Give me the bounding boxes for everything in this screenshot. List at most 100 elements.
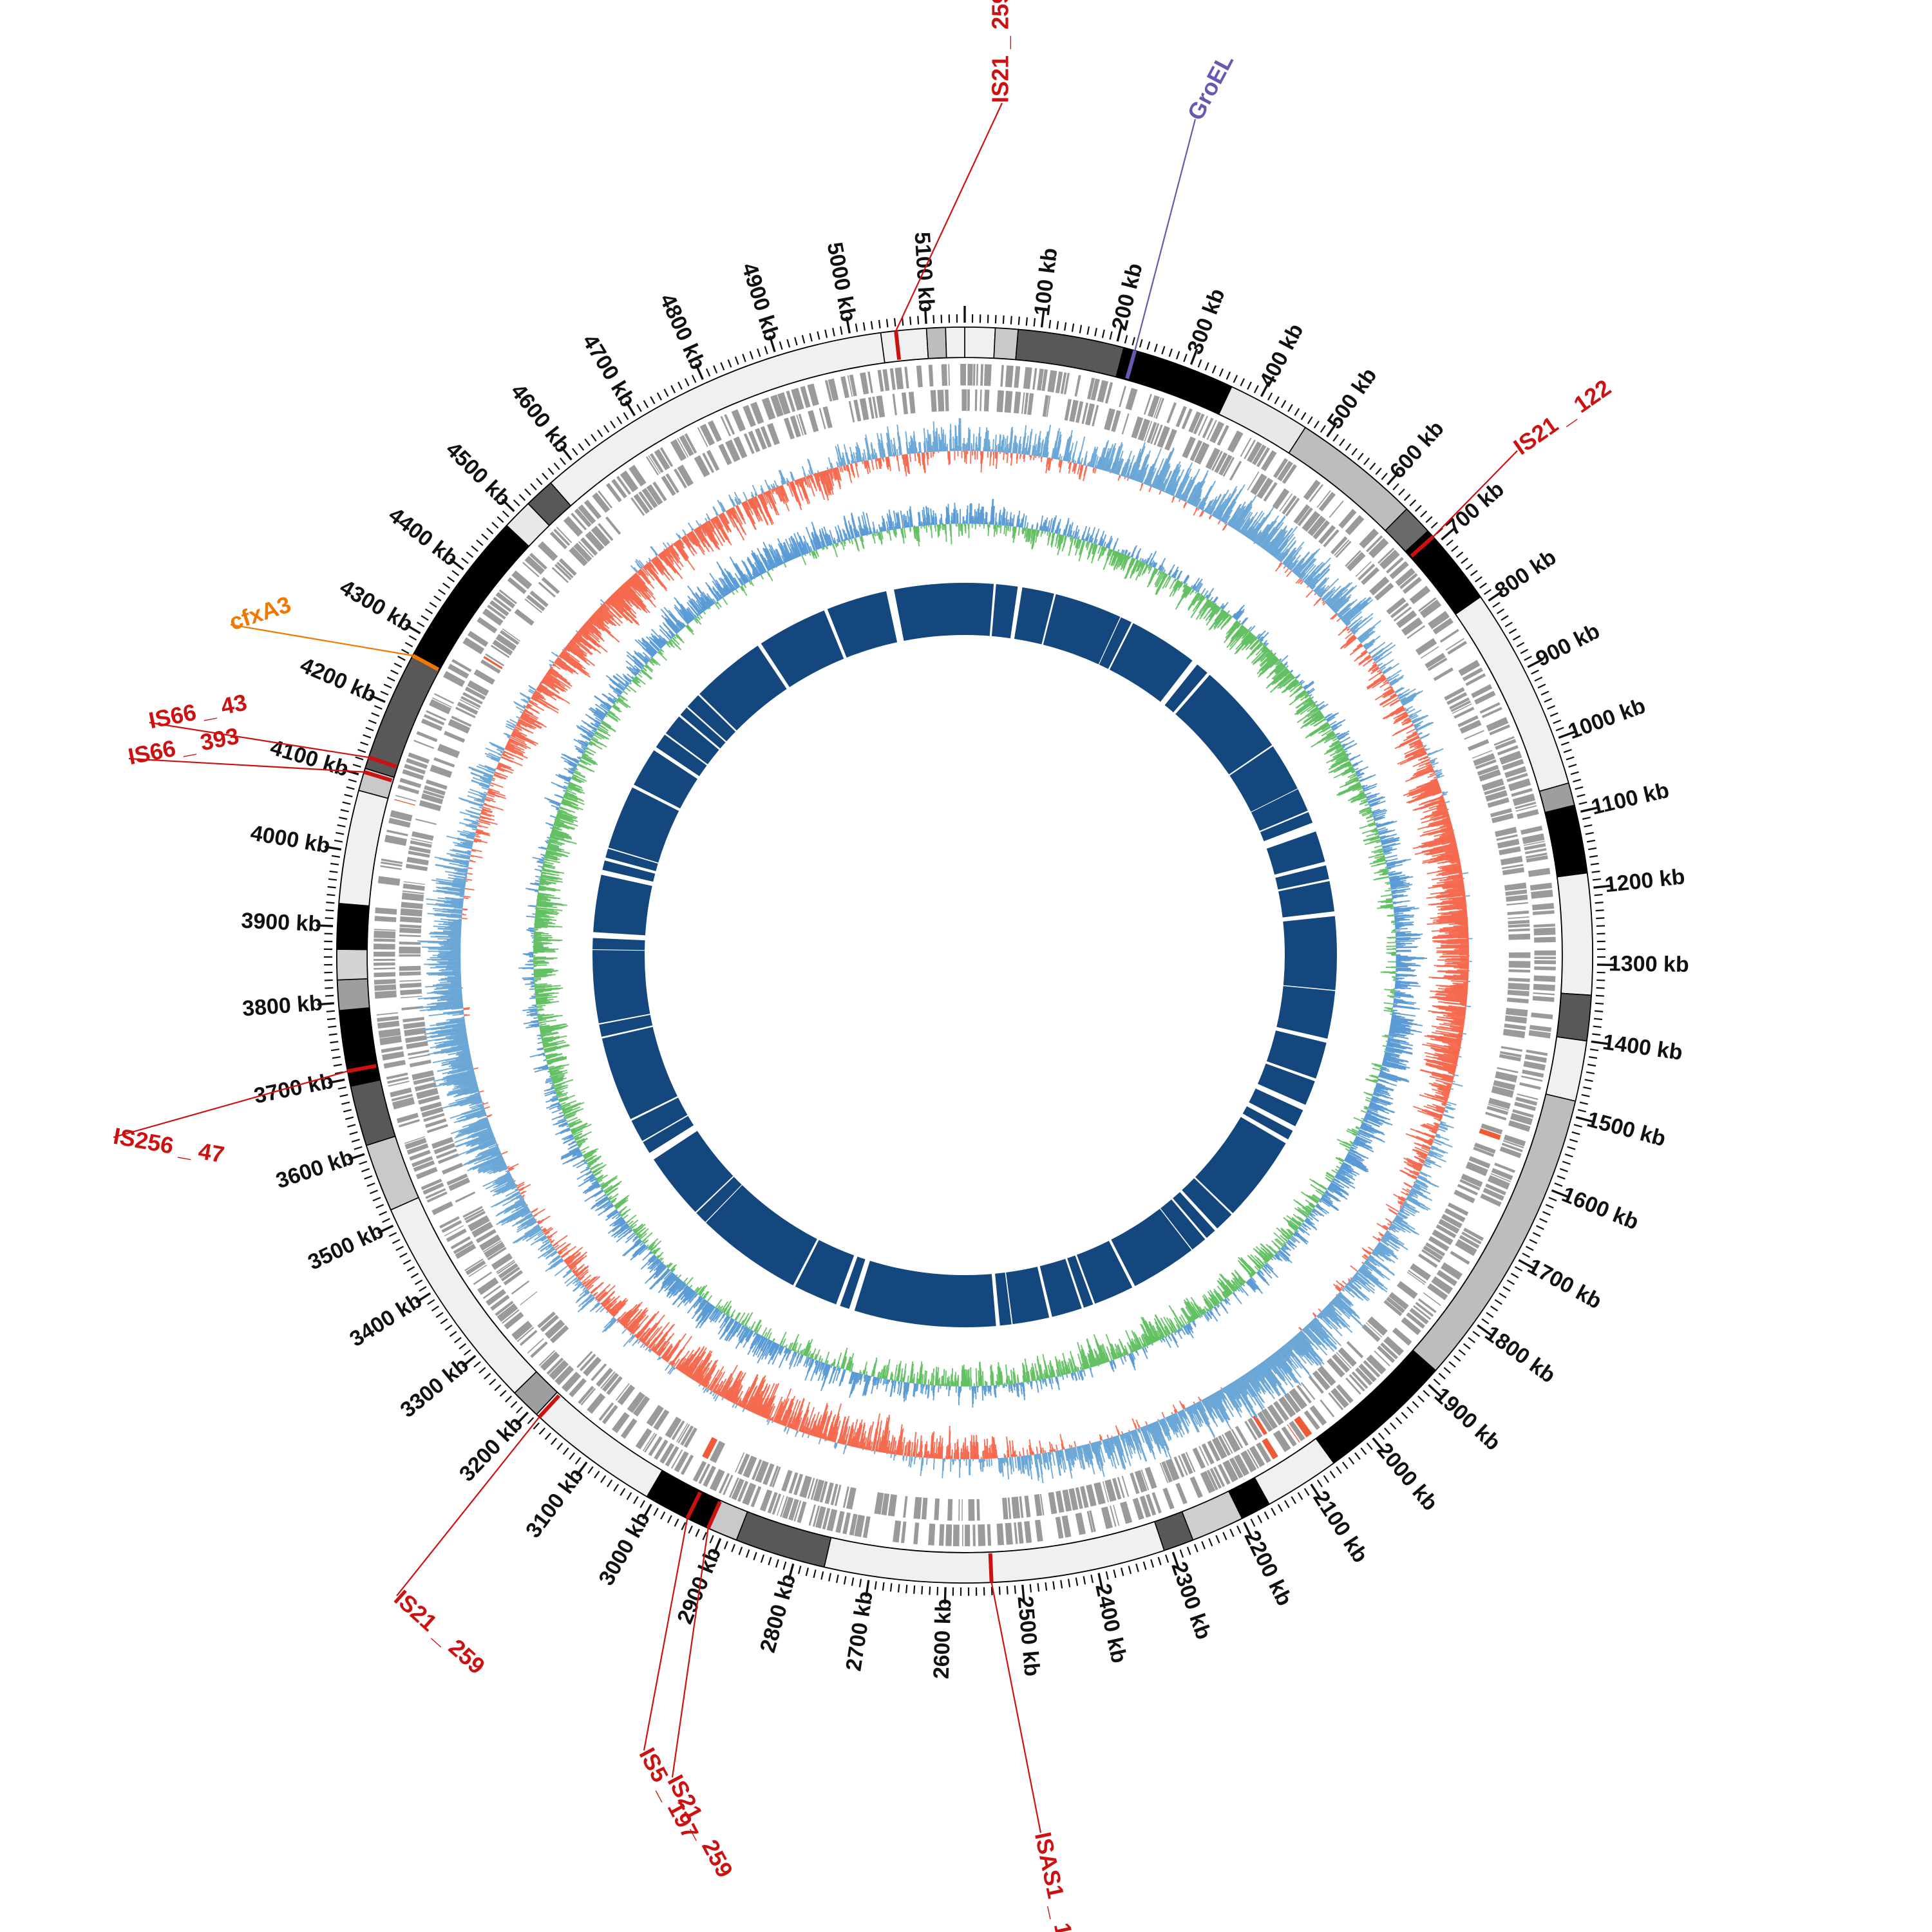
signal-negative (927, 1450, 929, 1458)
signal-negative (1077, 464, 1081, 475)
signal-positive (978, 427, 981, 451)
signal-positive (942, 1459, 944, 1479)
cds-feature (980, 389, 982, 412)
cds-feature (980, 364, 984, 386)
cds-feature (578, 504, 596, 525)
cds-feature (569, 547, 589, 567)
cds-feature (1508, 1120, 1531, 1132)
signal-positive (1056, 439, 1062, 460)
cds-feature (1293, 504, 1311, 524)
signal-positive (893, 1454, 896, 1461)
cds-feature (404, 1136, 425, 1144)
cds-feature (401, 902, 423, 909)
cds-feature (399, 971, 421, 976)
signal-negative (1313, 598, 1322, 607)
cds-feature (1097, 380, 1109, 402)
cds-feature (1379, 549, 1400, 570)
cds-feature (412, 831, 434, 841)
signal-positive (1019, 443, 1022, 454)
signal-negative (1074, 463, 1077, 474)
cds-feature (487, 604, 506, 620)
cds-feature (384, 835, 408, 846)
cds-feature (1486, 717, 1509, 732)
cds-feature (1526, 855, 1548, 863)
signal-negative (983, 1450, 985, 1459)
cds-feature (830, 1483, 838, 1506)
cds-feature (414, 1082, 437, 1092)
signal-negative (1193, 507, 1198, 516)
cds-feature (665, 1446, 679, 1467)
cds-feature (849, 1513, 858, 1536)
cds-feature (433, 1142, 456, 1155)
signal-positive (1010, 430, 1014, 453)
cds-feature (1508, 920, 1530, 925)
cds-feature (1307, 515, 1326, 536)
signal-positive (1088, 461, 1091, 467)
cds-feature (1515, 1097, 1538, 1106)
cds-feature (1524, 843, 1546, 851)
cds-feature (798, 413, 807, 435)
cds-feature (1121, 1475, 1130, 1497)
cds-feature (822, 1508, 831, 1530)
cds-feature (1062, 1489, 1072, 1512)
cds-feature (1104, 408, 1115, 431)
signal-negative (552, 1235, 568, 1247)
signal-positive (1002, 437, 1005, 453)
cds-feature (644, 1434, 658, 1453)
cds-feature (422, 790, 444, 799)
signal-negative (1058, 460, 1061, 468)
cds-feature (1408, 1269, 1426, 1283)
cds-feature (578, 541, 594, 558)
cds-feature (1533, 927, 1556, 936)
cds-feature (1401, 1317, 1421, 1336)
cds-feature (487, 1247, 507, 1261)
cds-feature (433, 757, 455, 768)
cds-feature (828, 378, 839, 401)
cds-feature (395, 795, 417, 802)
cds-feature (574, 508, 592, 527)
cds-feature (1132, 1497, 1144, 1520)
cds-feature (442, 670, 466, 687)
signal-positive (1102, 451, 1109, 471)
signal-positive (994, 435, 997, 452)
cds-feature (1406, 1271, 1425, 1285)
signal-positive (1030, 1454, 1033, 1465)
cds-feature (1060, 372, 1067, 394)
cds-feature (996, 390, 1005, 413)
cds-feature (592, 492, 611, 513)
cds-feature (578, 1385, 594, 1405)
cds-feature (406, 857, 429, 866)
signal-positive (1004, 447, 1007, 453)
cds-feature (1000, 365, 1004, 387)
cds-feature (615, 1383, 630, 1401)
cds-feature (1393, 607, 1412, 622)
cds-feature (1457, 715, 1479, 728)
cds-feature (1438, 1218, 1460, 1234)
cds-feature (406, 1143, 429, 1155)
cds-feature (437, 744, 460, 759)
cds-feature (987, 1524, 992, 1546)
cds-feature (972, 1524, 976, 1546)
cds-feature (468, 1264, 488, 1278)
cds-feature (702, 453, 715, 473)
cds-feature (1240, 1450, 1257, 1473)
cds-feature (374, 916, 397, 922)
cds-feature (392, 1097, 415, 1110)
cds-feature (1024, 1495, 1031, 1518)
cds-feature (1192, 1447, 1206, 1469)
signal-negative (1059, 460, 1063, 473)
signal-positive (572, 1282, 583, 1292)
cds-feature (760, 426, 772, 448)
cds-feature (464, 1208, 484, 1221)
cds-feature (1359, 528, 1379, 549)
cds-feature (448, 663, 469, 679)
cds-feature (632, 1396, 650, 1417)
cds-feature (453, 1240, 474, 1255)
cds-feature (1222, 1434, 1233, 1454)
cds-feature (426, 1191, 448, 1203)
cds-feature (1392, 1327, 1412, 1346)
cds-feature (1500, 856, 1523, 866)
cds-feature (408, 752, 430, 764)
cds-feature (1075, 401, 1084, 423)
cds-feature (777, 392, 791, 415)
